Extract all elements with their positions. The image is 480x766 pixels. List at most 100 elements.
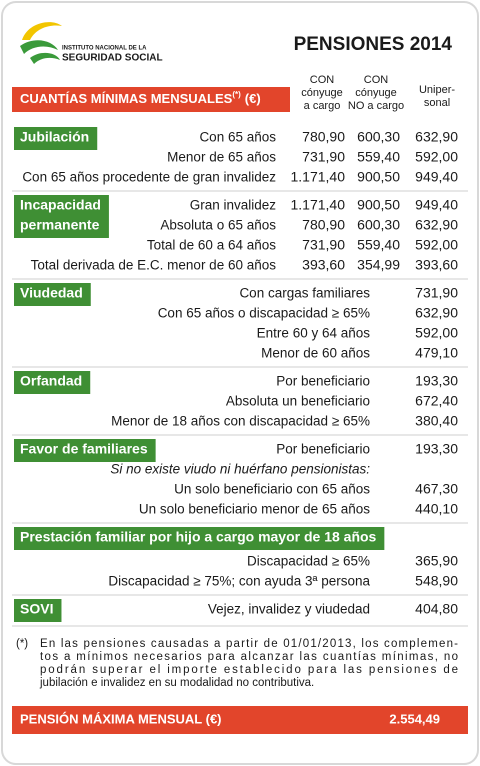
- row-value: 1.171,40: [291, 169, 346, 185]
- row-label: Total de 60 a 64 años: [147, 238, 276, 253]
- row-value: 900,50: [357, 169, 400, 185]
- row-value: 672,40: [415, 393, 458, 409]
- row-value: 1.171,40: [291, 197, 346, 213]
- row-note: Si no existe viudo ni huérfano pensionis…: [110, 462, 370, 477]
- row-label: Menor de 65 años: [167, 150, 276, 165]
- row-value: 393,60: [302, 257, 345, 273]
- logo-swoosh: [22, 22, 62, 40]
- footnote-line: tos a mínimos necesarios para alcanzar l…: [40, 651, 458, 663]
- row-label: Por beneficiario: [276, 374, 370, 389]
- row-label: Un solo beneficiario menor de 65 años: [139, 502, 370, 517]
- row-label: Menor de 60 años: [261, 346, 370, 361]
- section-header: [14, 439, 156, 462]
- row-label: Absoluta un beneficiario: [226, 394, 370, 409]
- footer-bar: [12, 706, 468, 734]
- row-value: 731,90: [302, 237, 345, 253]
- row-value: 592,00: [415, 149, 458, 165]
- header-label: CUANTÍAS MÍNIMAS MENSUALES(*) (€): [20, 90, 261, 106]
- section-title: permanente: [20, 217, 100, 233]
- row-value: 632,90: [415, 129, 458, 145]
- row-value: 440,10: [415, 501, 458, 517]
- unit: (€): [245, 91, 261, 106]
- row-value: 559,40: [357, 149, 400, 165]
- row-label: Por beneficiario: [276, 442, 370, 457]
- row-value: 393,60: [415, 257, 458, 273]
- column-header: CON: [364, 74, 389, 86]
- row-label: Discapacidad ≥ 65%: [247, 554, 370, 569]
- section-title: SOVI: [20, 601, 53, 617]
- column-header: NO a cargo: [348, 100, 404, 112]
- row-label: Vejez, invalidez y viudedad: [208, 602, 370, 617]
- row-value: 467,30: [415, 481, 458, 497]
- row-value: 780,90: [302, 217, 345, 233]
- header-bar: [12, 87, 290, 112]
- row-value: 632,90: [415, 305, 458, 321]
- row-label: Total derivada de E.C. menor de 60 años: [31, 258, 277, 273]
- row-value: 600,30: [357, 129, 400, 145]
- column-header: a cargo: [304, 100, 341, 112]
- footer-label: PENSIÓN MÁXIMA MENSUAL (€): [20, 711, 222, 726]
- row-label: Con 65 años procedente de gran invalidez: [22, 170, 276, 185]
- column-header: cónyuge: [301, 87, 343, 99]
- row-value: 780,90: [302, 129, 345, 145]
- row-value: 193,30: [415, 441, 458, 457]
- row-value: 479,10: [415, 345, 458, 361]
- row-label: Gran invalidez: [190, 198, 277, 213]
- footer-value: 2.554,49: [389, 711, 440, 726]
- row-label: Absoluta o 65 años: [160, 218, 276, 233]
- row-value: 365,90: [415, 553, 458, 569]
- logo-line: SEGURIDAD SOCIAL: [62, 53, 163, 64]
- section-header: [14, 371, 91, 394]
- row-value: 404,80: [415, 601, 458, 617]
- section-title: Prestación familiar por hijo a cargo may…: [20, 529, 377, 545]
- row-value: 632,90: [415, 217, 458, 233]
- section-header: [14, 599, 62, 622]
- column-header: CON: [310, 74, 335, 86]
- row-label: Con cargas familiares: [239, 286, 370, 301]
- section-header: [14, 527, 385, 550]
- header-text: CUANTÍAS MÍNIMAS MENSUALES: [20, 91, 233, 106]
- column-header: Uniper-: [419, 84, 455, 96]
- column-header: sonal: [424, 97, 450, 109]
- row-label: Entre 60 y 64 años: [257, 326, 371, 341]
- row-label: Con 65 años o discapacidad ≥ 65%: [158, 306, 370, 321]
- section-header: [14, 127, 98, 150]
- logo-swoosh: [20, 40, 58, 54]
- footnote-line: jubilación e invalidez en su modalidad n…: [39, 677, 314, 689]
- logo-swoosh: [30, 52, 60, 64]
- row-value: 900,50: [357, 197, 400, 213]
- section-title: Incapacidad: [20, 197, 101, 213]
- row-label: Con 65 años: [199, 130, 276, 145]
- footnote-marker: (*): [16, 638, 28, 650]
- section-title: Viudedad: [20, 285, 83, 301]
- row-value: 731,90: [415, 285, 458, 301]
- row-label: Discapacidad ≥ 75%; con ayuda 3ª persona: [108, 574, 370, 589]
- logo-line: INSTITUTO NACIONAL DE LA: [62, 46, 147, 52]
- note-ref: (*): [232, 90, 241, 99]
- row-value: 949,40: [415, 169, 458, 185]
- row-label: Menor de 18 años con discapacidad ≥ 65%: [111, 414, 370, 429]
- row-value: 193,30: [415, 373, 458, 389]
- row-value: 354,99: [357, 257, 400, 273]
- footnote-line: En las pensiones causadas a partir de 01…: [40, 638, 458, 650]
- row-label: Un solo beneficiario con 65 años: [174, 482, 370, 497]
- card-title: PENSIONES 2014: [294, 34, 453, 55]
- section-title: Jubilación: [20, 129, 89, 145]
- row-value: 731,90: [302, 149, 345, 165]
- row-value: 592,00: [415, 325, 458, 341]
- row-value: 559,40: [357, 237, 400, 253]
- column-header: cónyuge: [355, 87, 397, 99]
- logo: INSTITUTO NACIONAL DE LA SEGURIDAD SOCIA…: [20, 22, 163, 64]
- row-value: 949,40: [415, 197, 458, 213]
- section-title: Orfandad: [20, 373, 82, 389]
- section-title: Favor de familiares: [20, 441, 148, 457]
- section-header: [14, 195, 109, 238]
- row-value: 380,40: [415, 413, 458, 429]
- row-value: 600,30: [357, 217, 400, 233]
- row-value: 548,90: [415, 573, 458, 589]
- section-header: [14, 283, 91, 306]
- footnote-line: podrán superar el importe establecido pa…: [40, 664, 458, 676]
- row-value: 592,00: [415, 237, 458, 253]
